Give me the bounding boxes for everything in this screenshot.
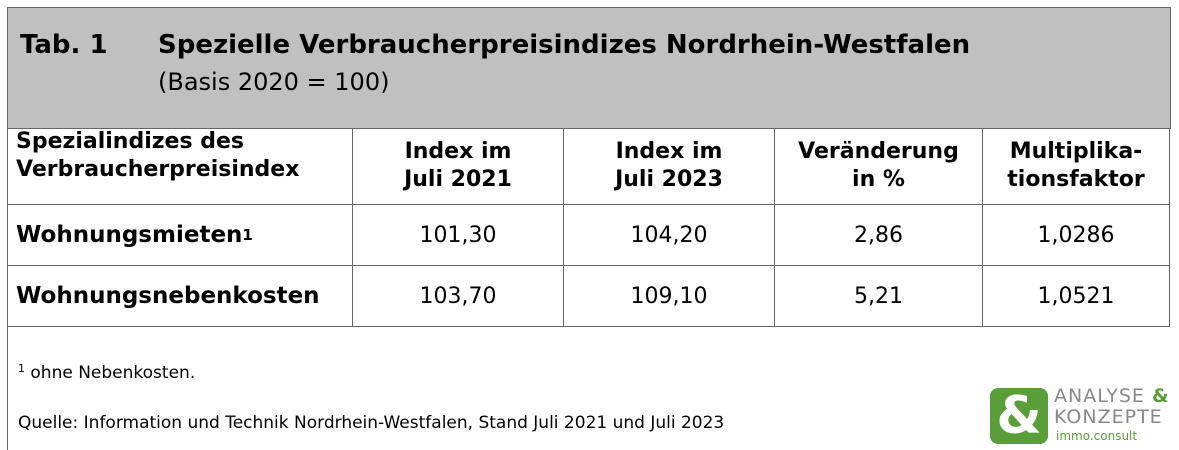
value-cell: 5,21 [775, 266, 983, 327]
title-band: Tab. 1 Spezielle Verbraucherpreisindizes… [7, 7, 1171, 129]
value-cell: 1,0521 [983, 266, 1170, 327]
logo-amp: & [1152, 385, 1170, 407]
header-text: Veränderung [798, 139, 959, 164]
value-cell: 103,70 [353, 266, 564, 327]
header-text: Index im [615, 139, 723, 164]
logo-text: ANALYSE [1054, 385, 1145, 407]
logo-symbol: & [990, 388, 1048, 444]
row-name: Wohnungsmieten [16, 222, 243, 248]
value-cell: 1,0286 [983, 205, 1170, 266]
header-text: Multiplika- [1009, 139, 1143, 164]
left-border [7, 327, 8, 450]
header-text: Juli 2023 [615, 167, 723, 192]
logo-line2: KONZEPTE [1054, 406, 1163, 428]
header-text: Verbraucherpreisindex [16, 157, 300, 182]
header-text: Index im [404, 139, 512, 164]
value-cell: 2,86 [775, 205, 983, 266]
header-text: Juli 2021 [404, 167, 512, 192]
footnote: 1 ohne Nebenkosten. [18, 362, 195, 383]
value-cell: 104,20 [564, 205, 775, 266]
value-cell: 101,30 [353, 205, 564, 266]
header-text: in % [852, 167, 905, 192]
logo-line3: immo.consult [1056, 429, 1138, 443]
table-subtitle: (Basis 2020 = 100) [158, 68, 390, 96]
header-cell: Veränderung in % [775, 128, 983, 205]
row-note: 1 [242, 226, 253, 244]
table-title: Spezielle Verbraucherpreisindizes Nordrh… [158, 30, 971, 60]
table-label: Tab. 1 [20, 30, 108, 60]
header-text: tionsfaktor [1007, 167, 1145, 192]
header-cell: Spezialindizes des Verbraucherpreisindex [7, 128, 353, 205]
row-name-cell: Wohnungsnebenkosten [7, 266, 353, 327]
logo-line1: ANALYSE & [1054, 385, 1170, 407]
row-name-cell: Wohnungsmieten 1 [7, 205, 353, 266]
header-text: Spezialindizes des [16, 129, 244, 154]
footnote-text: ohne Nebenkosten. [30, 363, 196, 383]
header-cell: Multiplika-tionsfaktor [983, 128, 1170, 205]
value-cell: 109,10 [564, 266, 775, 327]
header-cell: Index im Juli 2021 [353, 128, 564, 205]
header-cell: Index im Juli 2023 [564, 128, 775, 205]
source: Quelle: Information und Technik Nordrhei… [18, 413, 725, 433]
footnote-mark: 1 [18, 362, 25, 375]
row-name: Wohnungsnebenkosten [16, 283, 320, 309]
